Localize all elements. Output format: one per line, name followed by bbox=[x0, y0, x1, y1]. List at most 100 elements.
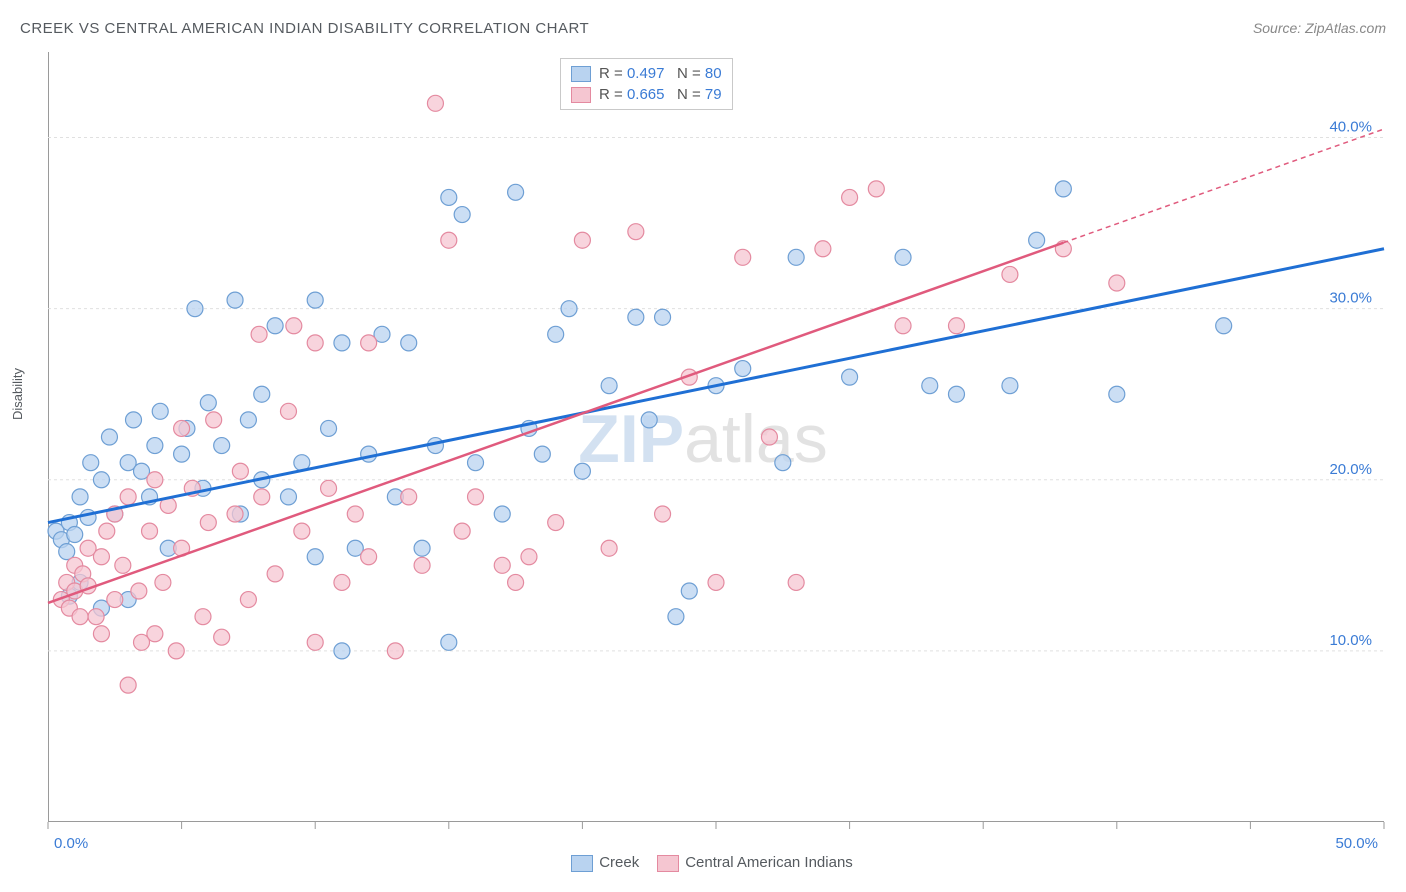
scatter-point bbox=[120, 677, 136, 693]
scatter-point bbox=[574, 463, 590, 479]
scatter-point bbox=[468, 489, 484, 505]
scatter-point bbox=[147, 438, 163, 454]
scatter-point bbox=[655, 309, 671, 325]
legend-swatch bbox=[571, 66, 591, 82]
scatter-point bbox=[187, 301, 203, 317]
scatter-point bbox=[174, 446, 190, 462]
scatter-point bbox=[361, 335, 377, 351]
scatter-point bbox=[214, 438, 230, 454]
scatter-point bbox=[454, 523, 470, 539]
scatter-point bbox=[761, 429, 777, 445]
scatter-point bbox=[628, 224, 644, 240]
scatter-point bbox=[508, 574, 524, 590]
scatter-point bbox=[200, 515, 216, 531]
scatter-point bbox=[155, 574, 171, 590]
scatter-point bbox=[142, 523, 158, 539]
scatter-point bbox=[548, 515, 564, 531]
trend-line bbox=[48, 249, 1384, 523]
scatter-point bbox=[240, 412, 256, 428]
svg-text:20.0%: 20.0% bbox=[1329, 461, 1372, 478]
scatter-point bbox=[361, 549, 377, 565]
labels-layer: 10.0%20.0%30.0%40.0%0.0%50.0% bbox=[54, 119, 1378, 852]
scatter-point bbox=[574, 232, 590, 248]
scatter-point bbox=[347, 506, 363, 522]
scatter-point bbox=[195, 609, 211, 625]
scatter-point bbox=[131, 583, 147, 599]
scatter-point bbox=[115, 557, 131, 573]
scatter-point bbox=[232, 463, 248, 479]
scatter-point bbox=[267, 566, 283, 582]
scatter-point bbox=[101, 429, 117, 445]
scatter-point bbox=[895, 318, 911, 334]
scatter-point bbox=[414, 557, 430, 573]
scatter-point bbox=[214, 629, 230, 645]
scatter-point bbox=[307, 292, 323, 308]
scatter-point bbox=[227, 292, 243, 308]
scatter-point bbox=[83, 455, 99, 471]
svg-text:0.0%: 0.0% bbox=[54, 835, 88, 852]
scatter-point bbox=[240, 592, 256, 608]
scatter-point bbox=[895, 249, 911, 265]
scatter-point bbox=[99, 523, 115, 539]
scatter-point bbox=[922, 378, 938, 394]
scatter-point bbox=[735, 361, 751, 377]
scatter-point bbox=[321, 420, 337, 436]
scatter-point bbox=[361, 446, 377, 462]
scatter-point bbox=[1109, 386, 1125, 402]
scatter-point bbox=[93, 626, 109, 642]
scatter-point bbox=[1109, 275, 1125, 291]
scatter-point bbox=[775, 455, 791, 471]
legend-bottom: CreekCentral American Indians bbox=[0, 854, 1406, 872]
stats-row: R = 0.665 N = 79 bbox=[571, 84, 722, 105]
scatter-point bbox=[227, 506, 243, 522]
legend-swatch bbox=[571, 855, 593, 872]
scatter-point bbox=[321, 480, 337, 496]
scatter-point bbox=[1002, 378, 1018, 394]
chart-svg: 10.0%20.0%30.0%40.0%0.0%50.0% bbox=[0, 0, 1406, 892]
scatter-point bbox=[708, 574, 724, 590]
svg-text:50.0%: 50.0% bbox=[1335, 835, 1378, 852]
scatter-point bbox=[494, 557, 510, 573]
scatter-point bbox=[842, 189, 858, 205]
scatter-point bbox=[206, 412, 222, 428]
scatter-point bbox=[251, 326, 267, 342]
stats-row: R = 0.497 N = 80 bbox=[571, 63, 722, 84]
scatter-point bbox=[307, 335, 323, 351]
scatter-point bbox=[120, 489, 136, 505]
scatter-point bbox=[1029, 232, 1045, 248]
scatter-point bbox=[842, 369, 858, 385]
scatter-point bbox=[334, 335, 350, 351]
scatter-point bbox=[307, 549, 323, 565]
scatter-point bbox=[401, 489, 417, 505]
scatter-point bbox=[948, 318, 964, 334]
scatter-point bbox=[441, 189, 457, 205]
scatter-point bbox=[561, 301, 577, 317]
scatter-point bbox=[441, 232, 457, 248]
scatter-point bbox=[174, 420, 190, 436]
scatter-point bbox=[93, 549, 109, 565]
scatter-point bbox=[286, 318, 302, 334]
scatter-point bbox=[200, 395, 216, 411]
scatter-point bbox=[788, 574, 804, 590]
scatter-point bbox=[254, 386, 270, 402]
chart-container: CREEK VS CENTRAL AMERICAN INDIAN DISABIL… bbox=[0, 0, 1406, 892]
scatter-point bbox=[641, 412, 657, 428]
scatter-point bbox=[628, 309, 644, 325]
scatter-point bbox=[387, 643, 403, 659]
scatter-point bbox=[521, 549, 537, 565]
scatter-point bbox=[147, 472, 163, 488]
scatter-point bbox=[494, 506, 510, 522]
scatter-point bbox=[441, 634, 457, 650]
scatter-point bbox=[427, 95, 443, 111]
scatter-point bbox=[267, 318, 283, 334]
scatter-point bbox=[681, 583, 697, 599]
scatter-point bbox=[401, 335, 417, 351]
scatter-point bbox=[788, 249, 804, 265]
scatter-point bbox=[468, 455, 484, 471]
trend-line bbox=[48, 243, 1063, 603]
scatter-point bbox=[601, 378, 617, 394]
scatter-point bbox=[548, 326, 564, 342]
scatter-point bbox=[88, 609, 104, 625]
stat-n: 79 bbox=[705, 86, 722, 103]
scatter-point bbox=[735, 249, 751, 265]
